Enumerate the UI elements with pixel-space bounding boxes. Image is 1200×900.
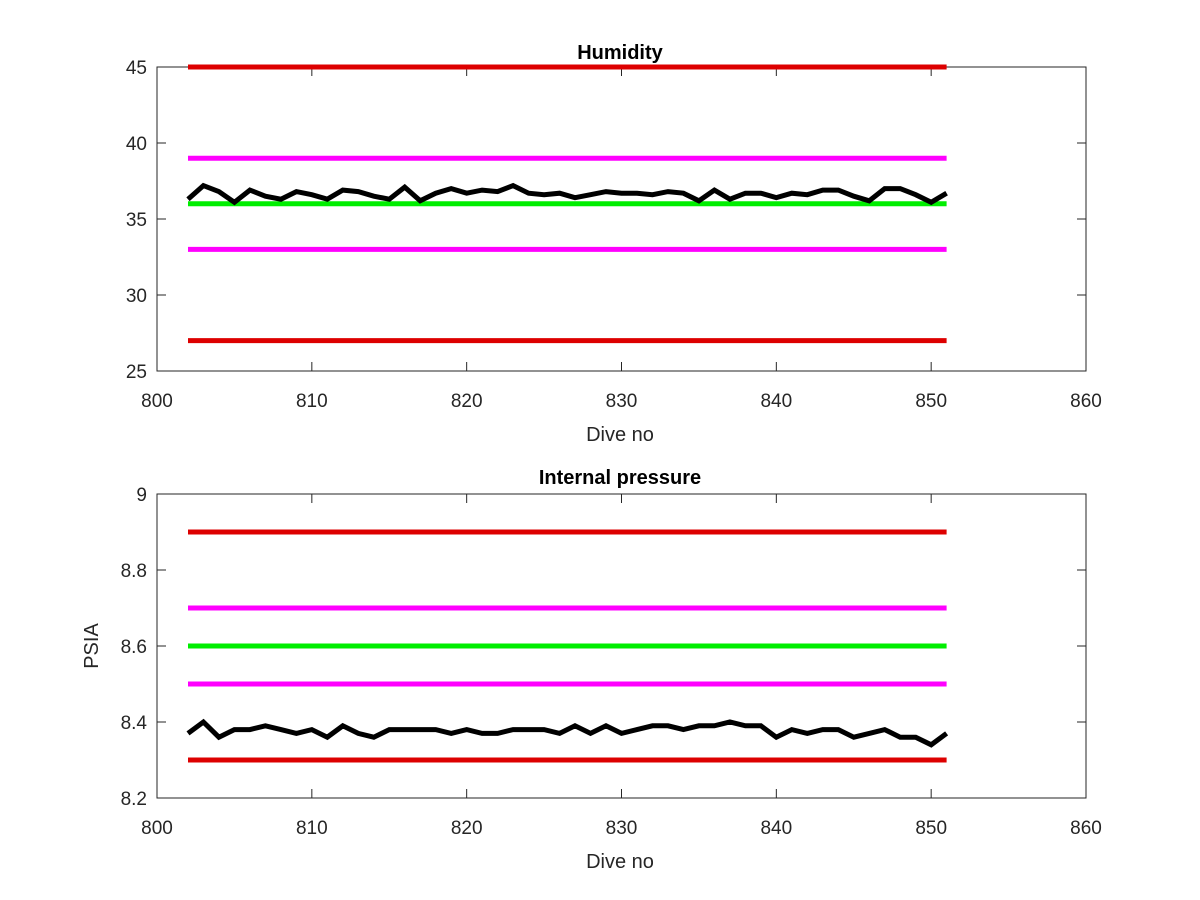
- y-tick-label: 45: [126, 58, 147, 79]
- x-tick-label: 820: [451, 391, 483, 412]
- y-tick-label: 8.8: [121, 561, 147, 582]
- x-tick-label: 840: [760, 391, 792, 412]
- x-tick-label: 830: [606, 818, 638, 839]
- y-tick-label: 25: [126, 362, 147, 383]
- y-tick-label: 30: [126, 286, 147, 307]
- y-tick-label: 8.6: [121, 637, 147, 658]
- chart-title: Humidity: [577, 42, 663, 64]
- x-tick-label: 800: [141, 391, 173, 412]
- x-tick-label: 800: [141, 818, 173, 839]
- series-line-5: [186, 718, 949, 748]
- x-tick-label: 810: [296, 818, 328, 839]
- y-tick-label: 8.4: [121, 713, 148, 734]
- y-tick-label: 8.2: [121, 789, 147, 810]
- x-tick-label: 860: [1070, 818, 1102, 839]
- x-tick-label: 810: [296, 391, 328, 412]
- series-line-5: [186, 182, 948, 206]
- y-axis-label: PSIA: [81, 623, 103, 669]
- chart-title: Internal pressure: [539, 467, 701, 489]
- humidity-chart: Humidity Dive no 800 810 820 830 840 850 860 25…: [126, 42, 1102, 446]
- x-tick-label: 830: [606, 391, 638, 412]
- x-axis-label: Dive no: [586, 851, 654, 873]
- y-tick-label: 35: [126, 210, 147, 231]
- y-tick-label: 40: [126, 134, 147, 155]
- x-tick-label: 840: [760, 818, 792, 839]
- x-tick-label: 850: [915, 818, 947, 839]
- x-tick-label: 850: [915, 391, 947, 412]
- x-tick-label: 860: [1070, 391, 1102, 412]
- internal-pressure-chart: Internal pressure Dive no PSIA 800 810 820…: [81, 467, 1102, 873]
- y-tick-label: 9: [136, 485, 147, 506]
- x-axis-label: Dive no: [586, 424, 654, 446]
- x-tick-label: 820: [451, 818, 483, 839]
